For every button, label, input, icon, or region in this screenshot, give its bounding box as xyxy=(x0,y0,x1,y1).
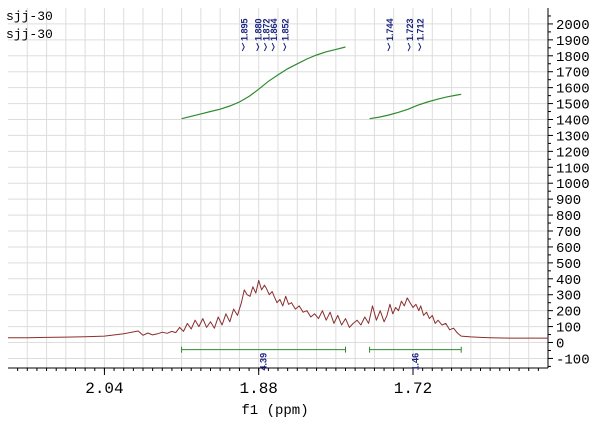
y-tick-label: 2000 xyxy=(556,18,590,34)
peak-bracket xyxy=(283,42,287,52)
y-tick-label: 1700 xyxy=(556,66,590,82)
x-tick-label: 2.04 xyxy=(85,380,123,398)
peak-label: 1.895 xyxy=(239,18,249,41)
peak-bracket xyxy=(256,42,260,52)
x-tick-label: 1.88 xyxy=(240,380,278,398)
y-tick-label: 100 xyxy=(556,321,581,337)
integral-value-label: 4.39 xyxy=(259,353,269,371)
y-tick-label: -100 xyxy=(556,352,590,368)
y-tick-label: 200 xyxy=(556,305,581,321)
peak-label: 1.872 xyxy=(261,18,271,41)
y-tick-label: 800 xyxy=(556,209,581,225)
y-tick-label: 1600 xyxy=(556,82,590,98)
peak-bracket xyxy=(241,42,245,52)
peak-label: 1.852 xyxy=(281,18,291,41)
peak-label: 1.880 xyxy=(254,18,264,41)
integral-value-label: 1.46 xyxy=(410,353,420,371)
peak-bracket xyxy=(387,42,391,52)
y-tick-label: 1200 xyxy=(556,145,590,161)
x-tick-label: 1.72 xyxy=(394,380,432,398)
y-tick-label: 1900 xyxy=(556,34,590,50)
sample-label-2: sjj-30 xyxy=(6,27,53,42)
peak-bracket xyxy=(407,42,411,52)
y-tick-label: 700 xyxy=(556,225,581,241)
y-tick-label: 1800 xyxy=(556,50,590,66)
integration-ranges: 4.39 1.46 xyxy=(181,346,462,371)
peak-bracket xyxy=(263,42,267,52)
y-tick-label: 1100 xyxy=(556,161,590,177)
y-tick-label: 0 xyxy=(556,337,564,353)
y-tick-label: 1400 xyxy=(556,114,590,130)
integral-curve xyxy=(369,93,462,120)
peak-bracket xyxy=(271,42,275,52)
x-axis-title: f1 (ppm) xyxy=(241,403,308,419)
grid xyxy=(8,8,548,368)
y-axis-ticks: -100010020030040050060070080090010001100… xyxy=(548,15,590,368)
integral-curve xyxy=(181,46,346,120)
peak-label: 1.723 xyxy=(405,18,415,41)
spectrum-trace xyxy=(8,279,548,339)
peak-label: 1.744 xyxy=(385,18,395,41)
spectrum-line xyxy=(8,279,548,339)
y-tick-label: 1500 xyxy=(556,98,590,114)
y-tick-label: 400 xyxy=(556,273,581,289)
sample-label-1: sjj-30 xyxy=(6,9,53,24)
integral-curves xyxy=(181,46,462,120)
peak-label: 1.864 xyxy=(269,18,279,41)
peak-bracket xyxy=(418,42,422,52)
y-tick-label: 600 xyxy=(556,241,581,257)
y-tick-label: 1300 xyxy=(556,129,590,145)
peak-label: 1.712 xyxy=(416,18,426,41)
x-axis-ticks: 2.04 1.88 1.72 xyxy=(17,368,539,398)
y-tick-label: 500 xyxy=(556,257,581,273)
y-tick-label: 300 xyxy=(556,289,581,305)
y-tick-label: 1000 xyxy=(556,177,590,193)
y-tick-label: 900 xyxy=(556,193,581,209)
